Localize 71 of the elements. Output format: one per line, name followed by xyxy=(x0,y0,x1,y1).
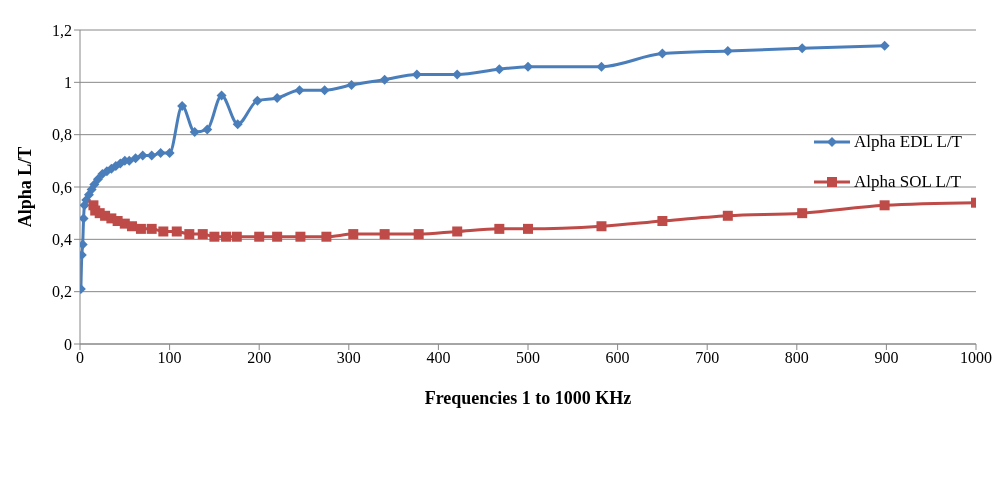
point xyxy=(232,119,243,130)
point xyxy=(295,231,306,242)
point xyxy=(797,43,808,54)
point xyxy=(189,127,200,138)
x-tick-label: 200 xyxy=(247,349,272,367)
y-tick-label: 1 xyxy=(64,74,72,92)
point xyxy=(294,85,305,96)
x-tick-label: 400 xyxy=(426,349,451,367)
point xyxy=(411,69,422,80)
x-tick-label: 0 xyxy=(76,349,84,367)
point xyxy=(202,124,213,135)
point xyxy=(130,153,141,164)
point xyxy=(155,147,166,158)
point xyxy=(523,61,533,72)
x-tick-label: 700 xyxy=(695,349,720,367)
y-axis-title: Alpha L/T xyxy=(15,146,36,228)
point xyxy=(379,74,390,85)
point xyxy=(197,229,208,240)
point xyxy=(379,229,390,240)
y-tick-label: 0,6 xyxy=(52,178,72,196)
x-tick-label: 800 xyxy=(784,349,809,367)
point xyxy=(657,48,668,59)
point xyxy=(221,231,232,242)
point xyxy=(135,223,146,234)
point xyxy=(272,93,283,104)
point xyxy=(494,64,505,75)
y-tick-label: 1,2 xyxy=(52,21,72,39)
point xyxy=(171,226,182,237)
x-axis-title: Frequencies 1 to 1000 KHz xyxy=(424,388,632,408)
point xyxy=(319,85,330,96)
point xyxy=(254,231,265,242)
y-tick-label: 0 xyxy=(64,335,72,353)
x-tick-label: 500 xyxy=(516,349,540,367)
y-tick-label: 0,2 xyxy=(52,283,72,301)
point xyxy=(348,229,359,240)
y-tick-label: 0,8 xyxy=(52,126,72,144)
point xyxy=(177,100,188,111)
point xyxy=(657,216,668,227)
point xyxy=(158,226,169,237)
point xyxy=(879,200,890,211)
point xyxy=(92,174,103,185)
point xyxy=(321,231,332,242)
point xyxy=(209,231,220,242)
point xyxy=(80,213,89,224)
point xyxy=(413,229,424,240)
legend-label: Alpha SOL L/T xyxy=(854,172,962,192)
point xyxy=(596,221,607,232)
legend-label: Alpha EDL L/T xyxy=(854,132,962,152)
point xyxy=(452,69,463,80)
x-tick-label: 100 xyxy=(157,349,182,367)
x-tick-label: 900 xyxy=(874,349,899,367)
point xyxy=(879,40,890,51)
point xyxy=(452,226,463,237)
y-tick-label: 0,4 xyxy=(52,231,72,249)
point xyxy=(596,61,607,72)
point xyxy=(494,223,505,234)
point xyxy=(523,223,533,234)
x-tick-label: 300 xyxy=(336,349,361,367)
point xyxy=(272,231,283,242)
point xyxy=(216,90,227,101)
x-tick-label: 1000 xyxy=(960,349,992,367)
point xyxy=(89,179,100,190)
point xyxy=(231,231,242,242)
point xyxy=(346,79,357,90)
point xyxy=(164,147,175,158)
point xyxy=(252,95,263,106)
point xyxy=(797,208,808,219)
point xyxy=(184,229,195,240)
x-tick-label: 600 xyxy=(605,349,630,367)
point xyxy=(722,210,733,221)
point xyxy=(146,223,157,234)
